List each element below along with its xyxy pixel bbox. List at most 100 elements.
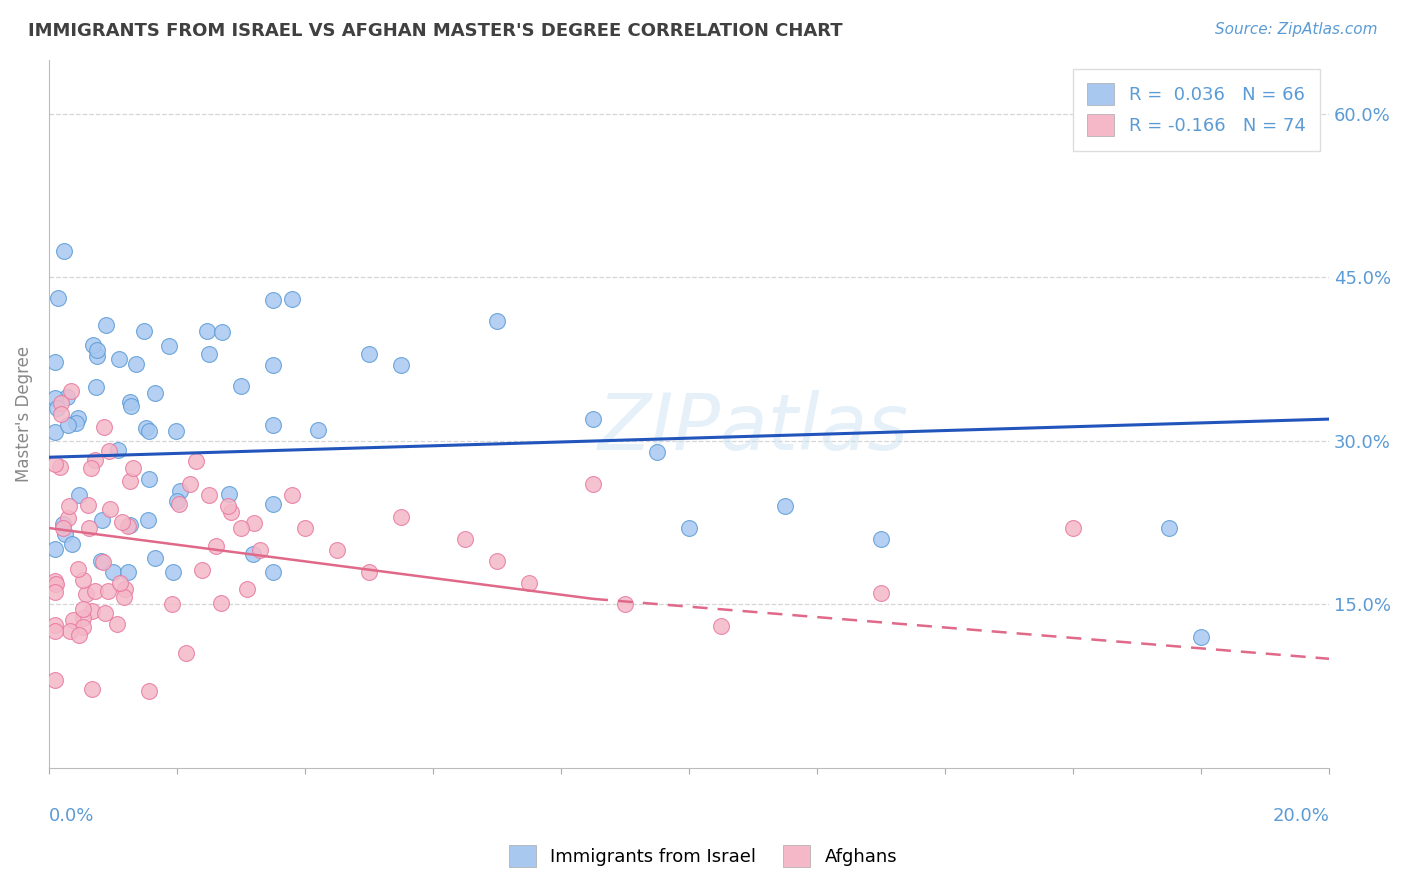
Y-axis label: Master's Degree: Master's Degree bbox=[15, 345, 32, 482]
Point bbox=[94, 606, 117, 620]
Point bbox=[162, 565, 184, 579]
Point bbox=[44, 624, 66, 639]
Point bbox=[357, 347, 380, 361]
Point bbox=[454, 532, 477, 546]
Point bbox=[114, 590, 136, 604]
Point bbox=[58, 499, 80, 513]
Point bbox=[77, 521, 100, 535]
Point bbox=[97, 583, 120, 598]
Point bbox=[209, 596, 232, 610]
Point bbox=[52, 516, 75, 531]
Point bbox=[281, 292, 304, 306]
Point bbox=[105, 616, 128, 631]
Point bbox=[389, 510, 412, 524]
Point bbox=[582, 412, 605, 426]
Point bbox=[56, 417, 79, 432]
Point bbox=[91, 555, 114, 569]
Point bbox=[166, 494, 188, 508]
Point bbox=[262, 497, 284, 511]
Point bbox=[62, 613, 84, 627]
Point bbox=[117, 565, 139, 579]
Point bbox=[198, 347, 221, 361]
Point bbox=[45, 401, 67, 416]
Text: 0.0%: 0.0% bbox=[49, 806, 94, 824]
Point bbox=[118, 474, 141, 488]
Point bbox=[218, 487, 240, 501]
Point bbox=[870, 532, 893, 546]
Point bbox=[582, 477, 605, 491]
Point bbox=[294, 521, 316, 535]
Point bbox=[67, 488, 90, 502]
Point bbox=[120, 395, 142, 409]
Point bbox=[44, 617, 66, 632]
Point bbox=[44, 391, 66, 405]
Point bbox=[98, 501, 121, 516]
Point bbox=[132, 324, 155, 338]
Point bbox=[120, 518, 142, 533]
Point bbox=[72, 573, 94, 587]
Point bbox=[1189, 630, 1212, 644]
Point bbox=[219, 505, 242, 519]
Point bbox=[117, 518, 139, 533]
Point bbox=[84, 380, 107, 394]
Point bbox=[138, 424, 160, 438]
Point bbox=[90, 554, 112, 568]
Point bbox=[44, 542, 66, 557]
Point bbox=[174, 646, 197, 660]
Point bbox=[710, 619, 733, 633]
Point bbox=[80, 681, 103, 696]
Point bbox=[59, 624, 82, 638]
Point bbox=[198, 488, 221, 502]
Legend: R =  0.036   N = 66, R = -0.166   N = 74: R = 0.036 N = 66, R = -0.166 N = 74 bbox=[1073, 69, 1320, 151]
Point bbox=[125, 357, 148, 371]
Point bbox=[262, 565, 284, 579]
Point bbox=[107, 352, 129, 367]
Point bbox=[162, 597, 184, 611]
Point bbox=[80, 603, 103, 617]
Point bbox=[52, 520, 75, 534]
Point bbox=[66, 562, 89, 576]
Point bbox=[229, 379, 252, 393]
Point bbox=[86, 343, 108, 357]
Point bbox=[110, 575, 132, 590]
Point bbox=[645, 444, 668, 458]
Point bbox=[121, 460, 143, 475]
Point bbox=[1094, 85, 1116, 99]
Point bbox=[98, 443, 121, 458]
Point bbox=[136, 513, 159, 527]
Point bbox=[169, 483, 191, 498]
Point bbox=[357, 565, 380, 579]
Point bbox=[55, 390, 77, 404]
Point bbox=[165, 424, 187, 438]
Point bbox=[195, 325, 218, 339]
Point bbox=[44, 576, 66, 591]
Point bbox=[485, 554, 508, 568]
Point bbox=[84, 583, 107, 598]
Point bbox=[229, 521, 252, 535]
Point bbox=[773, 500, 796, 514]
Point bbox=[167, 497, 190, 511]
Point bbox=[191, 563, 214, 577]
Point bbox=[205, 540, 228, 554]
Point bbox=[65, 416, 87, 430]
Point bbox=[60, 536, 83, 550]
Point bbox=[143, 386, 166, 401]
Point bbox=[485, 314, 508, 328]
Point bbox=[72, 611, 94, 625]
Point bbox=[84, 453, 107, 467]
Point bbox=[211, 325, 233, 339]
Point bbox=[186, 454, 208, 468]
Point bbox=[262, 418, 284, 433]
Point bbox=[111, 515, 134, 529]
Text: Source: ZipAtlas.com: Source: ZipAtlas.com bbox=[1215, 22, 1378, 37]
Point bbox=[53, 527, 76, 541]
Point bbox=[307, 423, 329, 437]
Point bbox=[93, 420, 115, 434]
Point bbox=[678, 521, 700, 535]
Point bbox=[59, 384, 82, 398]
Point bbox=[143, 551, 166, 566]
Point bbox=[46, 291, 69, 305]
Point bbox=[75, 587, 97, 601]
Point bbox=[51, 407, 73, 421]
Point bbox=[120, 399, 142, 413]
